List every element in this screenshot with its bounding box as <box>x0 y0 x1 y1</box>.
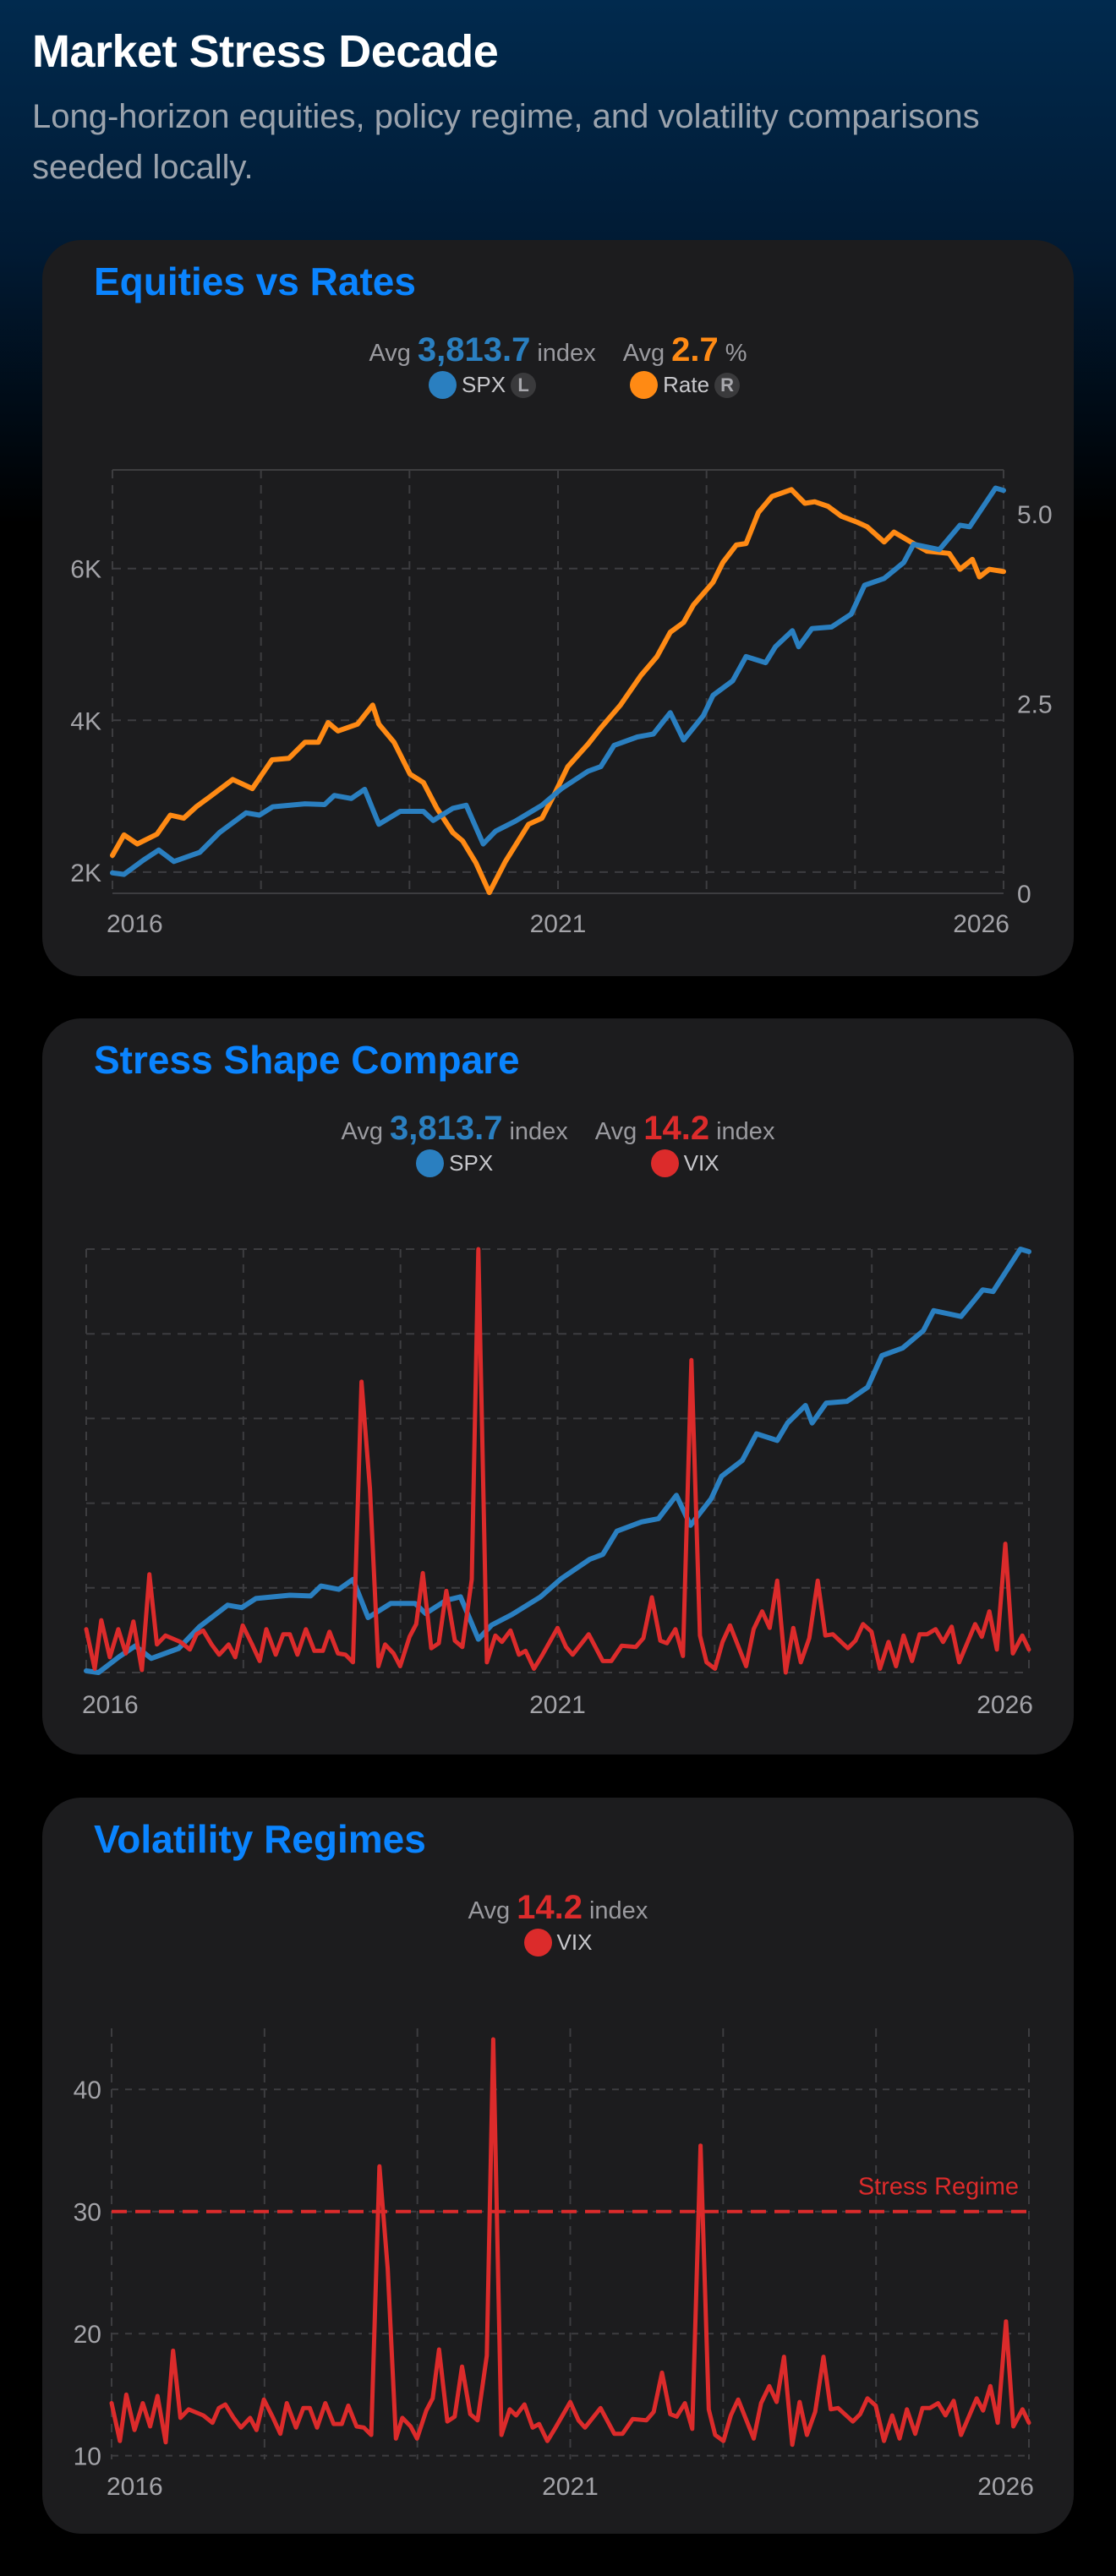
card-title: Stress Shape Compare <box>94 1038 520 1082</box>
avg-unit: index <box>588 1897 648 1924</box>
avg-value: 14.2 <box>643 1110 710 1147</box>
avg-value: 3,813.7 <box>390 1110 503 1147</box>
series-dot-icon <box>650 1149 679 1177</box>
avg-label: Avg <box>622 340 665 367</box>
avg-label: Avg <box>341 1118 383 1145</box>
avg-label: Avg <box>468 1897 511 1924</box>
series-dot-icon <box>523 1929 552 1957</box>
legend-item-vix[interactable]: Avg 14.2 index VIX <box>594 1110 775 1177</box>
card-title: Volatility Regimes <box>94 1817 426 1861</box>
series-name: SPX <box>462 372 506 397</box>
legend-item-vix[interactable]: Avg 14.2 index VIX <box>468 1889 648 1957</box>
legend-item-rate[interactable]: Avg 2.7 % Rate R <box>623 331 747 399</box>
series-name: VIX <box>556 1929 593 1955</box>
chart-legend: Avg 3,813.7 index SPX L Avg 2.7 % Rate R <box>42 331 1074 399</box>
series-dot-icon <box>630 371 659 399</box>
card-title: Equities vs Rates <box>94 259 416 303</box>
avg-value: 14.2 <box>517 1889 583 1926</box>
avg-unit: index <box>716 1118 775 1145</box>
right-axis-badge: R <box>714 372 741 398</box>
left-axis-badge: L <box>511 372 537 398</box>
avg-label: Avg <box>594 1118 637 1145</box>
legend-item-spx[interactable]: Avg 3,813.7 index SPX L <box>369 331 596 399</box>
legend-item-spx[interactable]: Avg 3,813.7 index SPX <box>342 1110 568 1177</box>
equities-vs-rates-card: Equities vs Rates Avg 3,813.7 index SPX … <box>42 240 1074 976</box>
avg-value: 2.7 <box>671 331 719 368</box>
chart-legend: Avg 3,813.7 index SPX Avg 14.2 index VIX <box>42 1110 1074 1177</box>
chart-legend: Avg 14.2 index VIX <box>42 1889 1074 1957</box>
volatility-regimes-card: Volatility Regimes Avg 14.2 index VIX <box>42 1798 1074 2534</box>
stress-shape-compare-card: Stress Shape Compare Avg 3,813.7 index S… <box>42 1018 1074 1755</box>
page-title: Market Stress Decade <box>32 26 499 77</box>
series-dot-icon <box>429 371 457 399</box>
page-subtitle: Long-horizon equities, policy regime, an… <box>32 98 980 186</box>
series-dot-icon <box>416 1149 445 1177</box>
avg-label: Avg <box>369 340 411 367</box>
avg-value: 3,813.7 <box>417 331 531 368</box>
avg-unit: % <box>725 340 747 367</box>
series-name: SPX <box>449 1150 494 1176</box>
series-name: Rate <box>663 372 710 397</box>
avg-unit: index <box>509 1118 568 1145</box>
avg-unit: index <box>537 340 596 367</box>
series-name: VIX <box>683 1150 719 1176</box>
